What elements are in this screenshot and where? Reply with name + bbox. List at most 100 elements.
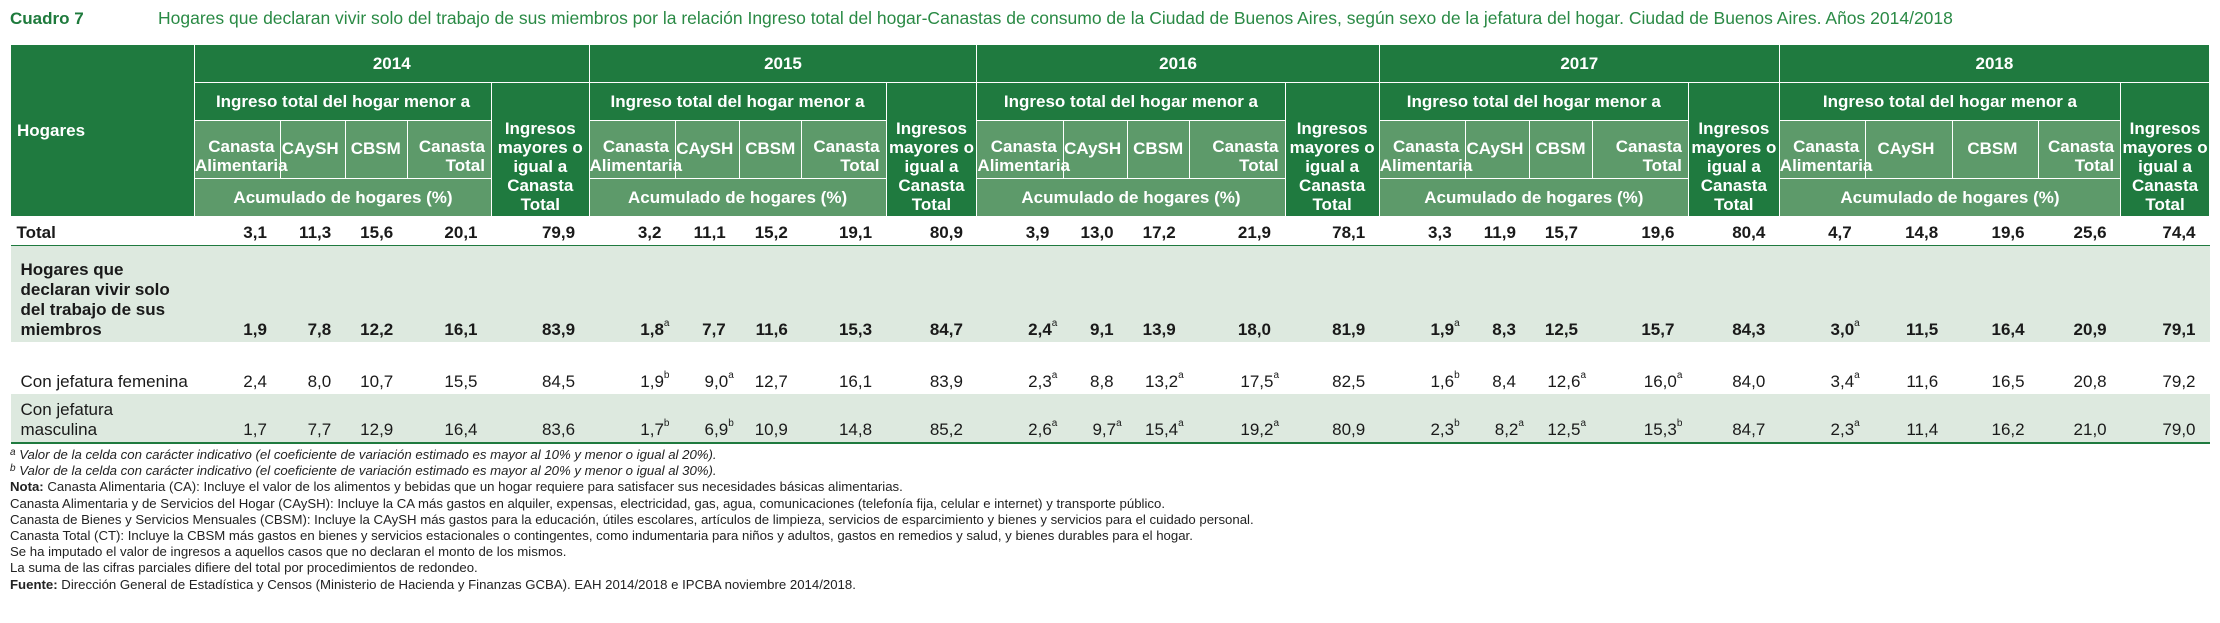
footnote-mark: b: [1454, 418, 1460, 429]
table-cell: 17,5a: [1240, 370, 1280, 391]
table-cell: 2,4a: [976, 245, 1064, 342]
acum-hogares-header: Acumulado de hogares (%): [976, 178, 1286, 217]
table-cell: 20,8: [2073, 372, 2107, 391]
table-cell: 15,2: [739, 216, 802, 246]
table-cell: 1,7b: [589, 394, 676, 444]
table-cell: 4,7: [1779, 216, 1866, 246]
col-cbsm: CBSM: [1127, 120, 1191, 179]
table-cell: 9,7a: [1063, 394, 1128, 444]
note-imputation: Se ha imputado el valor de ingresos a aq…: [10, 544, 567, 560]
note-a-mark: a: [10, 447, 16, 458]
table-cell: 25,6: [2038, 216, 2121, 246]
table-cell: 11,9: [1465, 216, 1530, 246]
table-cell: 1,8a: [589, 245, 676, 342]
table-cell: 16,4: [407, 394, 492, 444]
table-cell: 8,4: [1492, 372, 1516, 391]
table-cell: 3,9: [976, 216, 1064, 246]
table-cell: 15,7: [1529, 216, 1592, 246]
col-canasta-total: Canasta Total: [801, 120, 887, 179]
year-header: 2016: [976, 44, 1380, 83]
table-cell: 11,6: [739, 245, 802, 342]
note-ca: Nota: Canasta Alimentaria (CA): Incluye …: [10, 479, 903, 495]
table-cell: 12,5a: [1529, 394, 1592, 444]
footnote-mark: a: [1051, 370, 1058, 381]
footnote-mark: b: [663, 370, 670, 381]
table-cell: 15,4a: [1127, 394, 1190, 444]
col-canasta-total: Canasta Total: [406, 120, 493, 179]
table-cell: 3,4a: [1830, 370, 1860, 391]
table-cell: 79,2: [2162, 372, 2196, 391]
footnote-mark: a: [1273, 370, 1280, 381]
year-header: 2018: [1778, 44, 2211, 83]
col-canasta-alimentaria: Canasta Alimentaria: [588, 120, 682, 179]
income-group-header: Ingreso total del hogar menor a: [588, 82, 887, 121]
table-cell: 84,3: [1688, 245, 1780, 342]
col-canasta-total: Canasta Total: [2038, 120, 2122, 179]
table-cell: 8,0: [307, 372, 332, 391]
table-cell: 74,4: [2120, 216, 2210, 246]
table-cell: 80,9: [886, 216, 977, 246]
income-group-header: Ingreso total del hogar menor a: [976, 82, 1286, 121]
table-cell: 82,5: [1332, 372, 1366, 391]
table-cell: 2,3b: [1379, 394, 1466, 444]
table-cell: 2,4: [243, 372, 267, 391]
note-b-mark: b: [10, 463, 16, 475]
table-cell: 11,3: [280, 216, 346, 246]
col-caysh: CAySH: [674, 120, 741, 179]
table-cell: 16,1: [407, 245, 492, 342]
footnote-mark: b: [663, 418, 670, 429]
table-cell: 16,1: [838, 372, 873, 391]
note-caysh: Canasta Alimentaria y de Servicios del H…: [10, 495, 1165, 511]
footnote-mark: b: [1676, 418, 1683, 429]
col-caysh: CAySH: [280, 120, 346, 179]
table-cell: 8,3: [1465, 245, 1530, 342]
col-caysh: CAySH: [1465, 120, 1531, 179]
table-cell: 18,0: [1189, 245, 1286, 342]
table-cell: 16,4: [1952, 245, 2039, 342]
col-canasta-total: Canasta Total: [1591, 120, 1689, 179]
table-cell: 3,2: [589, 216, 676, 246]
table-cell: 80,4: [1688, 216, 1780, 246]
table-cell: 16,0a: [1643, 370, 1683, 391]
table-cell: 81,9: [1285, 245, 1380, 342]
footnote-mark: a: [1580, 370, 1586, 381]
income-ge-ct-header: Ingresos mayores o igual a Canasta Total: [885, 82, 978, 217]
col-cbsm: CBSM: [1951, 120, 2040, 179]
footnote-mark: a: [1518, 418, 1524, 429]
table-cell: 1,9: [194, 245, 281, 342]
col-caysh: CAySH: [1865, 120, 1953, 179]
table-cell: 83,9: [491, 245, 590, 342]
row-header-hogares: Hogares: [10, 44, 195, 217]
col-canasta-alimentaria: Canasta Alimentaria: [193, 120, 288, 179]
table-cell: 8,2a: [1465, 394, 1530, 444]
acum-hogares-header: Acumulado de hogares (%): [1378, 178, 1689, 217]
table-cell: 6,9b: [675, 394, 740, 444]
table-cell: 19,1: [801, 216, 887, 246]
footnote-mark: a: [1454, 318, 1460, 329]
table-cell: 13,2a: [1145, 370, 1184, 391]
table-cell: 1,6b: [1430, 370, 1460, 391]
row-label: Con jefatura masculina: [10, 394, 195, 444]
acum-hogares-header: Acumulado de hogares (%): [1778, 178, 2122, 217]
income-ge-ct-header: Ingresos mayores o igual a Canasta Total: [1284, 82, 1380, 217]
table-cell: 2,6a: [976, 394, 1064, 444]
table-cell: 11,4: [1865, 394, 1953, 444]
table-header: Hogares 2014 2015 2016 2017 2018 Ingreso…: [10, 44, 2211, 217]
row-jefatura-masculina: Con jefatura masculina 1,7 7,7 12,9 16,4 83,6…: [10, 394, 2210, 444]
income-ge-ct-header: Ingresos mayores o igual a Canasta Total: [2120, 82, 2210, 217]
table-cell: 84,7: [1688, 394, 1780, 444]
table-cell: 15,3b: [1592, 394, 1689, 444]
table-cell: 21,0: [2038, 394, 2121, 444]
table-cell: 15,7: [1592, 245, 1689, 342]
footnote-mark: b: [728, 418, 734, 429]
footnote-mark: a: [728, 370, 734, 381]
col-canasta-alimentaria: Canasta Alimentaria: [1378, 120, 1472, 179]
table-cell: 16,5: [1991, 372, 2025, 391]
year-header: 2017: [1378, 44, 1780, 83]
row-label: Total: [10, 216, 195, 246]
table-cell: 79,1: [2120, 245, 2210, 342]
table-cell: 12,5: [1529, 245, 1592, 342]
table-cell: 12,2: [345, 245, 408, 342]
footnote-mark: a: [1676, 370, 1683, 381]
table-cell: 84,5: [541, 372, 576, 391]
